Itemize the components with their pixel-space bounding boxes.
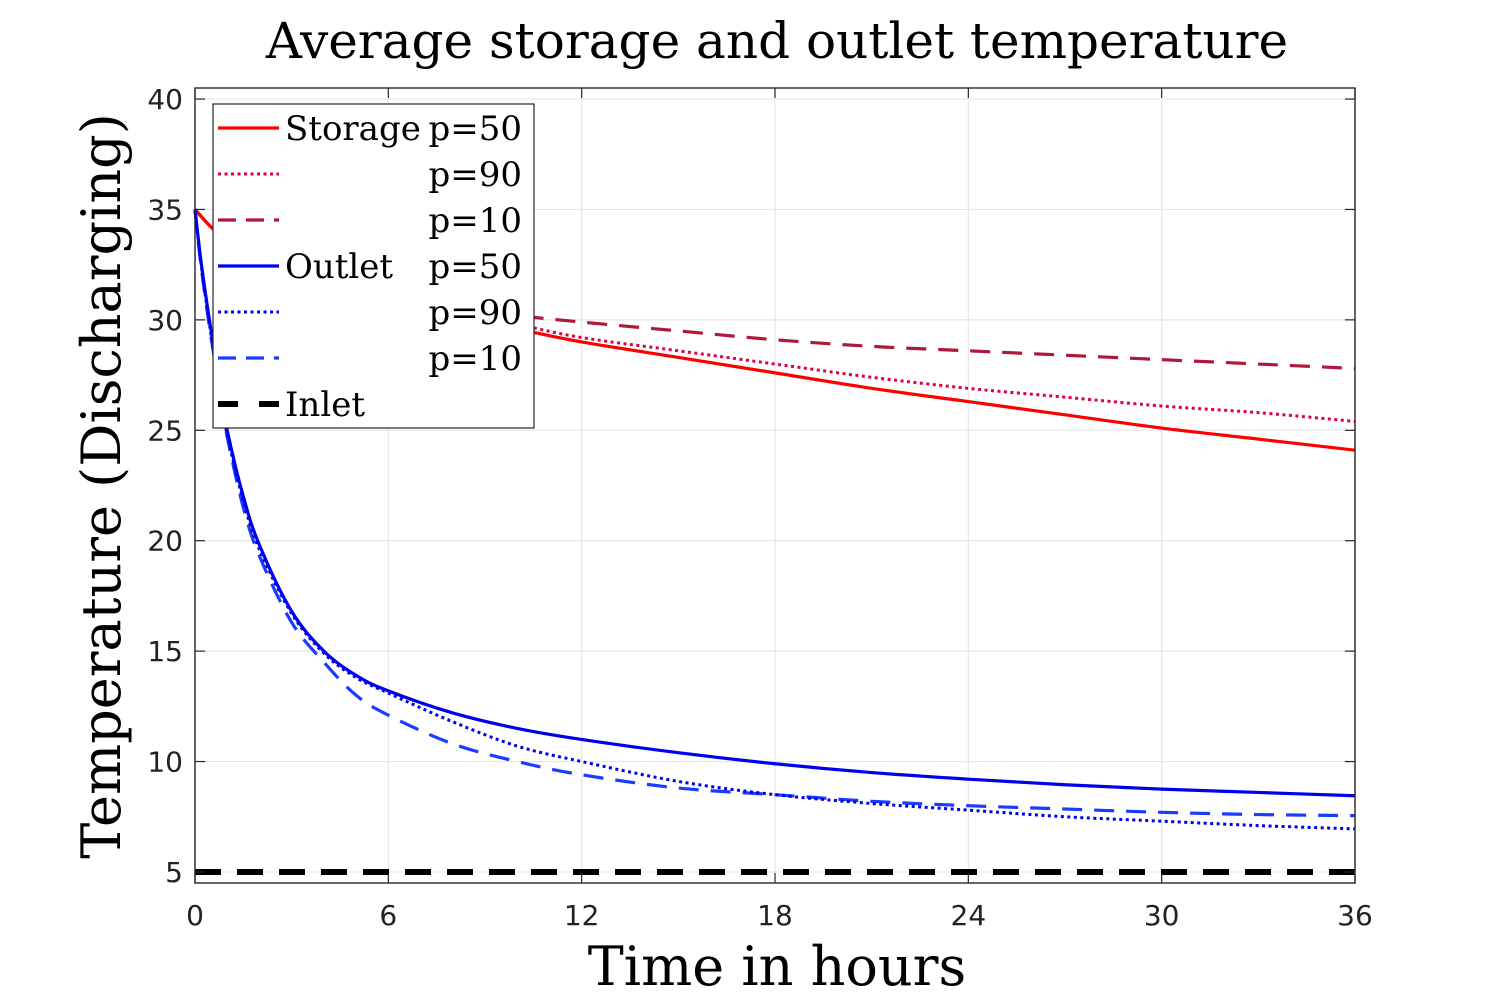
- y-tick-label: 5: [165, 856, 183, 889]
- x-tick-label: 6: [379, 899, 397, 932]
- x-axis-label: Time in hours: [588, 935, 966, 998]
- legend-label: Outlet: [285, 247, 393, 287]
- chart-title: Average storage and outlet temperature: [265, 12, 1288, 70]
- series-line-outlet-p90: [193, 209, 1356, 831]
- x-tick-label: 18: [757, 899, 793, 932]
- legend-param: p=10: [428, 201, 522, 241]
- y-tick-label: 35: [147, 193, 183, 226]
- x-tick-label: 12: [564, 899, 600, 932]
- legend-param: p=50: [428, 247, 522, 287]
- axis-ticks: 0 6 12 18 24 30 36 5 10 15 20 25 30 35 40: [147, 83, 1372, 932]
- x-tick-label: 24: [951, 899, 987, 932]
- legend-param: p=90: [428, 293, 522, 333]
- legend-label: Storage: [285, 109, 421, 149]
- legend-param: p=90: [428, 155, 522, 195]
- series-line-outlet-p10: [193, 209, 1356, 818]
- y-tick-label: 20: [147, 525, 183, 558]
- grid: [194, 88, 1356, 883]
- x-tick-label: 0: [186, 899, 204, 932]
- legend-param: p=50: [428, 109, 522, 149]
- y-tick-label: 10: [147, 746, 183, 779]
- y-axis-label: Temperature (Discharging): [70, 113, 133, 859]
- y-tick-label: 15: [147, 635, 183, 668]
- x-tick-label: 36: [1337, 899, 1373, 932]
- y-tick-label: 30: [147, 304, 183, 337]
- x-tick-label: 30: [1144, 899, 1180, 932]
- y-tick-label: 40: [147, 83, 183, 116]
- legend-label: Inlet: [285, 385, 365, 425]
- y-tick-label: 25: [147, 414, 183, 447]
- legend-param: p=10: [428, 339, 522, 379]
